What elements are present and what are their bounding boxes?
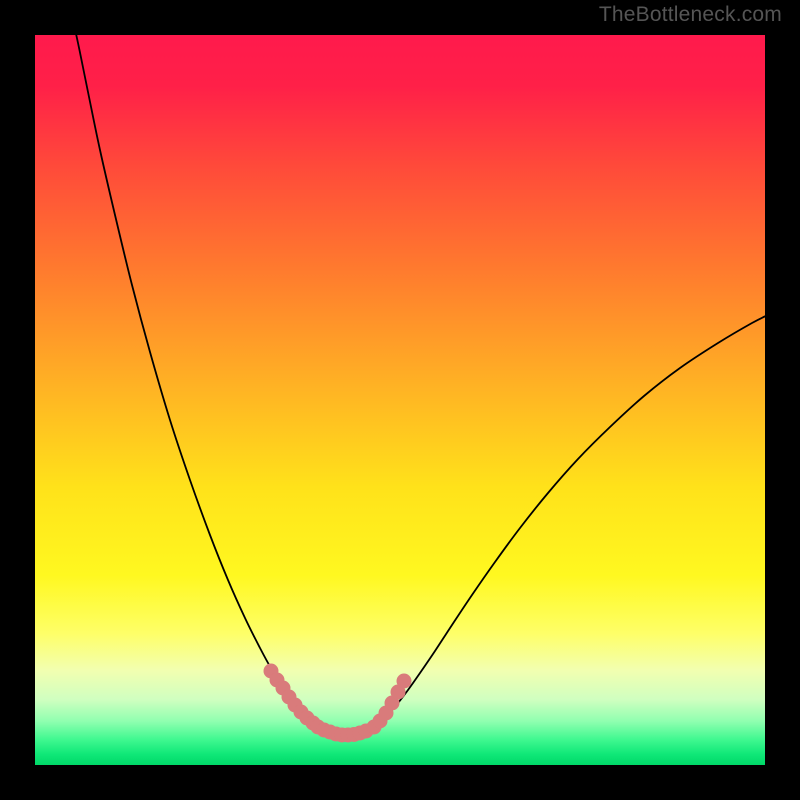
watermark-text: TheBottleneck.com [599,3,782,27]
gradient-background [35,35,765,765]
highlight-dot [397,674,412,689]
bottleneck-chart [0,0,800,800]
